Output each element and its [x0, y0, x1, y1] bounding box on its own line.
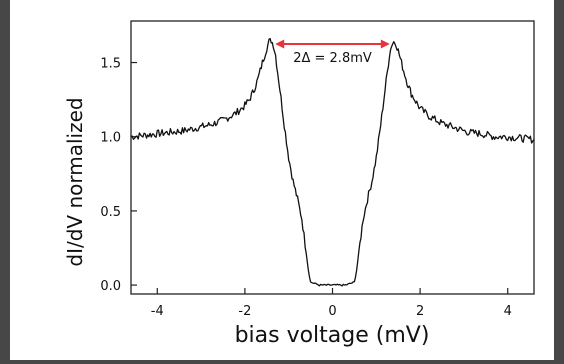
gap-arrow-head-left	[275, 39, 285, 49]
y-tick-label: 0.0	[100, 279, 121, 294]
y-tick-label: 1.0	[100, 131, 121, 146]
x-axis-label: bias voltage (mV)	[235, 323, 430, 348]
chart-svg: -4 -2 0 2 4 0.0 0.5 1.0 1.5 2Δ = 2.8mV bias vol…	[63, 20, 535, 348]
x-tick-label: 0	[328, 304, 336, 319]
x-axis-ticks: -4 -2 0 2 4	[151, 288, 512, 319]
spectrum-line	[130, 37, 535, 287]
y-tick-label: 1.5	[100, 57, 121, 72]
x-tick-label: 4	[504, 304, 512, 319]
gap-annotation: 2Δ = 2.8mV	[275, 39, 390, 66]
chart-figure: -4 -2 0 2 4 0.0 0.5 1.0 1.5 2Δ = 2.8mV bias vol…	[10, 0, 554, 360]
gap-label: 2Δ = 2.8mV	[293, 51, 372, 66]
y-axis-label: dI/dV normalized	[63, 97, 87, 266]
gap-arrow-head-right	[380, 39, 390, 49]
series-layer	[130, 37, 535, 287]
x-tick-label: -4	[151, 304, 164, 319]
x-tick-label: -2	[238, 304, 251, 319]
y-tick-label: 0.5	[100, 205, 121, 220]
x-tick-label: 2	[416, 304, 424, 319]
